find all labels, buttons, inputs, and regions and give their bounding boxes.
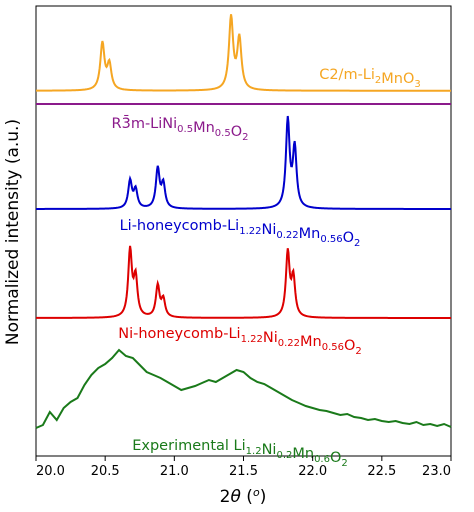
series-label-ni_honeycomb: Ni-honeycomb-Li1.22Ni0.22Mn0.56O2	[118, 326, 362, 357]
series-line-ni_honeycomb	[36, 245, 451, 319]
x-tick-label: 23.0	[422, 464, 451, 479]
series-line-li_honeycomb	[36, 115, 451, 210]
x-tick-label: 22.0	[298, 464, 327, 479]
series-label-experimental: Experimental Li1.2Ni0.2Mn0.6O2	[132, 438, 348, 469]
x-tick-label: 21.0	[160, 464, 189, 479]
x-tick-label: 20.0	[36, 464, 65, 479]
x-tick-label: 20.5	[91, 464, 120, 479]
x-axis-label: 2θ (o)	[220, 486, 267, 507]
y-axis-label: Normalized intensity (a.u.)	[3, 119, 23, 345]
series-label-r3m: R3̄m-LiNi0.5Mn0.5O2	[112, 114, 249, 143]
series-label-li2mno3: C2/m-Li2MnO3	[319, 67, 421, 90]
x-tick-label: 21.5	[229, 464, 258, 479]
series-line-experimental	[35, 348, 452, 429]
series-label-li_honeycomb: Li-honeycomb-Li1.22Ni0.22Mn0.56O2	[120, 218, 361, 249]
series-layer	[35, 14, 452, 429]
x-tick-label: 22.5	[367, 464, 396, 479]
x-axis-ticks: 20.0 20.5 21.0 21.5 22.0 22.5 23.0	[35, 456, 452, 479]
series-label-layer: C2/m-Li2MnO3 R3̄m-LiNi0.5Mn0.5O2 Li-honeyc…	[112, 67, 421, 469]
series-line-li2mno3	[35, 14, 451, 92]
